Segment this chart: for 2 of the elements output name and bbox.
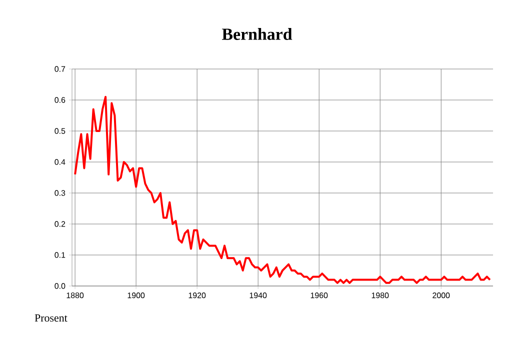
y-axis-title: Prosent: [34, 314, 68, 322]
chart-title: Bernhard: [222, 28, 292, 40]
